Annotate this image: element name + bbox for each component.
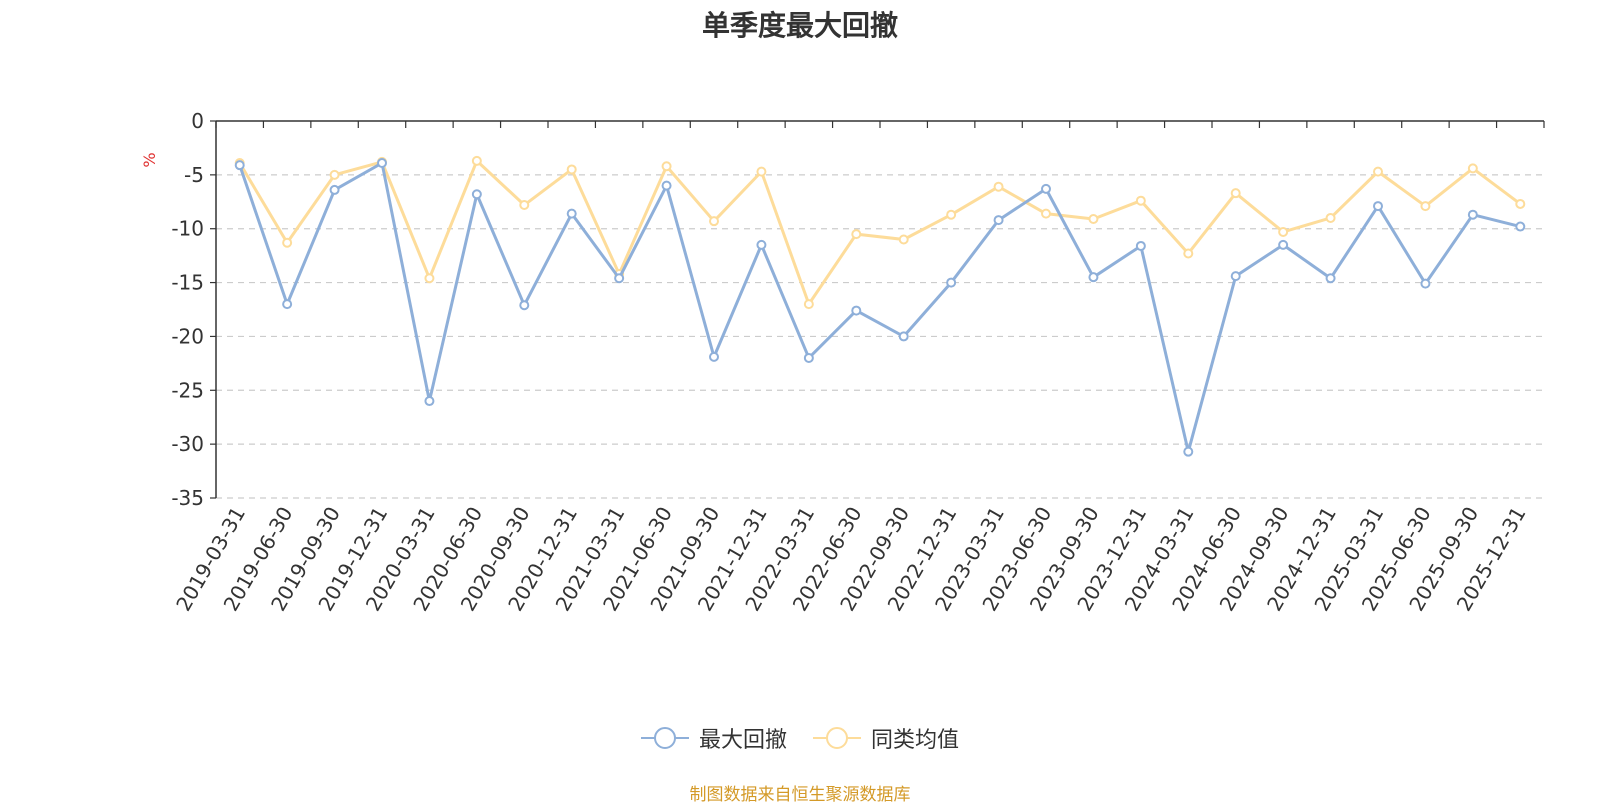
y-tick-labels: 0 -5 -10 -15 -20 -25 -30 -35 (171, 109, 204, 510)
data-point-max-drawdown[interactable] (709, 351, 719, 362)
data-point-peer-average[interactable] (993, 181, 1004, 192)
data-point-peer-average[interactable] (756, 166, 767, 177)
data-point-peer-average[interactable] (519, 200, 530, 211)
data-point-max-drawdown[interactable] (1420, 278, 1431, 289)
series-peer-average (234, 155, 1526, 310)
y-axis-unit-label: % (140, 152, 159, 167)
legend-marker-peer-average (813, 727, 861, 749)
legend: 最大回撤 同类均值 (0, 722, 1600, 754)
data-point-max-drawdown[interactable] (566, 208, 577, 219)
data-point-max-drawdown[interactable] (377, 158, 387, 169)
data-point-peer-average[interactable] (1467, 163, 1478, 174)
data-point-peer-average[interactable] (424, 273, 435, 284)
legend-label-max-drawdown: 最大回撤 (698, 728, 787, 753)
data-point-max-drawdown[interactable] (424, 396, 435, 407)
data-point-peer-average[interactable] (709, 216, 719, 227)
y-tick-label: -15 (171, 271, 204, 295)
data-point-peer-average[interactable] (1230, 188, 1241, 199)
data-point-max-drawdown[interactable] (803, 352, 814, 363)
data-point-max-drawdown[interactable] (898, 331, 909, 342)
data-point-max-drawdown[interactable] (1373, 201, 1383, 212)
data-point-peer-average[interactable] (898, 234, 909, 245)
legend-item-peer-average[interactable]: 同类均值 (813, 722, 959, 754)
data-point-max-drawdown[interactable] (1515, 221, 1526, 232)
data-point-peer-average[interactable] (1088, 214, 1099, 225)
y-tick-label: -20 (171, 324, 204, 348)
y-tick-label: -30 (171, 432, 204, 456)
data-point-max-drawdown[interactable] (1088, 272, 1099, 283)
data-point-max-drawdown[interactable] (993, 215, 1004, 226)
data-point-max-drawdown[interactable] (519, 300, 530, 311)
y-tick-label: -35 (171, 486, 204, 510)
y-tick-label: -5 (184, 163, 204, 187)
data-point-peer-average[interactable] (1373, 166, 1383, 177)
y-tick-label: 0 (191, 109, 204, 133)
axes (210, 120, 1545, 499)
grid-lines (216, 174, 1544, 499)
data-point-peer-average[interactable] (946, 209, 957, 220)
series-max-drawdown (234, 158, 1526, 457)
data-point-peer-average[interactable] (282, 237, 293, 248)
series-line-max-drawdown (238, 161, 1521, 454)
data-point-max-drawdown[interactable] (946, 277, 957, 288)
data-point-max-drawdown[interactable] (1467, 209, 1478, 220)
data-point-max-drawdown[interactable] (1183, 446, 1194, 457)
source-note: 制图数据来自恒生聚源数据库 (689, 785, 911, 805)
data-point-peer-average[interactable] (803, 299, 814, 310)
data-point-max-drawdown[interactable] (282, 299, 293, 310)
data-point-max-drawdown[interactable] (1278, 239, 1289, 250)
data-point-max-drawdown[interactable] (614, 273, 625, 284)
data-point-peer-average[interactable] (661, 161, 672, 172)
data-point-max-drawdown[interactable] (1230, 271, 1241, 282)
data-point-max-drawdown[interactable] (1041, 183, 1051, 194)
data-point-peer-average[interactable] (1420, 201, 1431, 212)
data-point-peer-average[interactable] (1135, 195, 1146, 206)
y-tick-label: -10 (171, 217, 204, 241)
data-point-max-drawdown[interactable] (329, 184, 340, 195)
legend-marker-max-drawdown (640, 727, 689, 749)
data-point-peer-average[interactable] (1278, 226, 1289, 237)
data-point-peer-average[interactable] (329, 169, 340, 180)
series-line-peer-average (238, 159, 1522, 306)
data-point-peer-average[interactable] (1183, 248, 1194, 259)
data-point-max-drawdown[interactable] (756, 239, 767, 250)
data-point-peer-average[interactable] (1325, 212, 1336, 223)
chart-title: 单季度最大回撤 (701, 9, 898, 42)
series-lines (234, 155, 1526, 457)
data-point-peer-average[interactable] (851, 229, 862, 240)
data-point-peer-average[interactable] (566, 164, 577, 175)
legend-item-max-drawdown[interactable]: 最大回撤 (640, 722, 787, 754)
data-point-max-drawdown[interactable] (661, 180, 672, 191)
x-tick-labels: 2019-03-312019-06-302019-09-302019-12-31… (171, 502, 1530, 615)
data-point-peer-average[interactable] (1515, 198, 1526, 209)
data-point-max-drawdown[interactable] (1135, 240, 1146, 251)
data-point-max-drawdown[interactable] (234, 160, 245, 171)
data-point-peer-average[interactable] (1041, 208, 1051, 219)
legend-label-peer-average: 同类均值 (871, 728, 960, 753)
data-point-max-drawdown[interactable] (1325, 273, 1336, 284)
data-point-peer-average[interactable] (471, 155, 482, 166)
data-point-max-drawdown[interactable] (851, 305, 862, 316)
y-tick-label: -25 (171, 378, 204, 402)
data-point-max-drawdown[interactable] (471, 189, 482, 200)
